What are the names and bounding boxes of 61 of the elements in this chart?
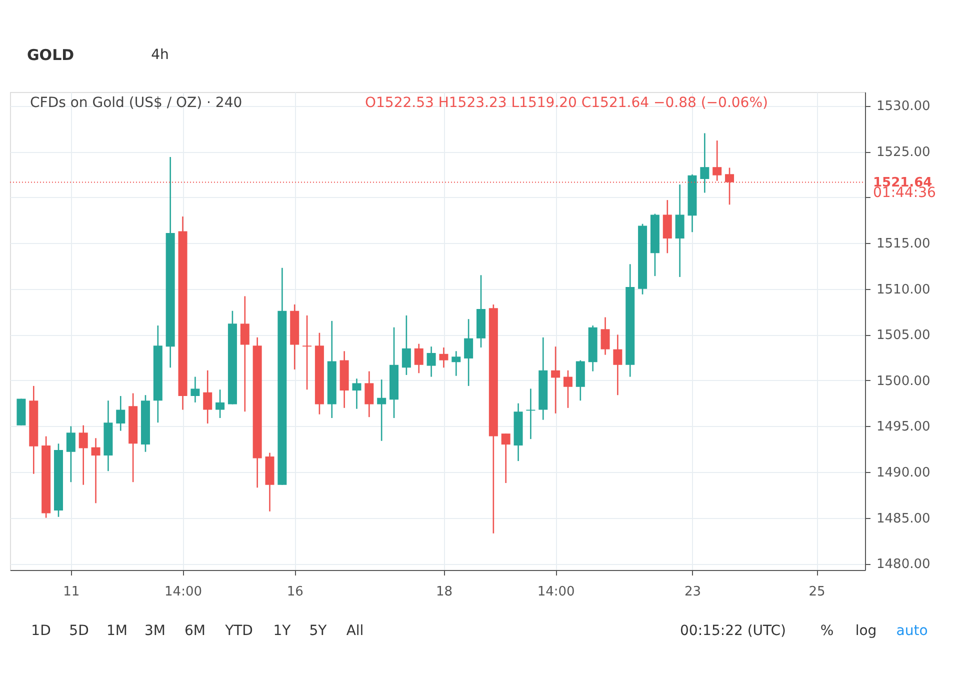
candlestick [364, 370, 374, 418]
x-tick-label: 11 [63, 584, 80, 600]
candlestick [464, 318, 474, 387]
candlestick [700, 132, 710, 194]
text: log [855, 623, 877, 639]
y-tick-label: 1525.00 [876, 145, 930, 160]
chart-title: GOLD [27, 46, 74, 64]
candlestick [240, 296, 250, 412]
x-tick-label: 25 [808, 584, 826, 600]
text: 5D [69, 623, 89, 639]
text: 1M [106, 623, 128, 639]
candlestick [600, 316, 610, 356]
candlestick [402, 314, 411, 376]
y-tick-label: 1480.00 [876, 557, 930, 572]
text: 1D [31, 623, 51, 639]
x-tick-label: 23 [684, 584, 702, 600]
candlestick [675, 184, 684, 278]
text: % [820, 623, 834, 639]
candlestick [501, 432, 510, 484]
candlestick [439, 346, 448, 368]
text: 1Y [273, 623, 292, 639]
y-tick-label: 1515.00 [876, 236, 930, 252]
text: 3M [144, 623, 166, 639]
candlestick [116, 395, 126, 432]
y-tick-label: 1500.00 [876, 374, 930, 389]
candlestick [551, 346, 560, 414]
x-tick-label: 14:00 [164, 584, 202, 600]
candlestick [452, 350, 461, 377]
y-tick-label: 1485.00 [876, 511, 930, 526]
candlestick [613, 334, 622, 396]
text: auto [896, 623, 928, 639]
x-tick-label: 14:00 [537, 584, 575, 600]
candlestick [377, 378, 386, 442]
chart-subtitle: CFDs on Gold (US$ / OZ) · 240 [30, 95, 242, 111]
candlestick [563, 370, 572, 409]
candlestick [662, 199, 672, 254]
y-tick-label: 1490.00 [876, 466, 930, 481]
text: 6M [184, 623, 206, 639]
annotation: O1522.53 H1523.23 L1519.20 C1521.64 −0.88 (−0.06%) [365, 95, 768, 111]
text: 4h [151, 47, 169, 63]
candlestick [78, 424, 88, 486]
candlestick [302, 314, 312, 390]
x-tick-label: 16 [286, 584, 304, 600]
text: 00:15:22 (UTC) [680, 623, 786, 639]
candlestick [66, 426, 76, 483]
y-tick-label: 1530.00 [876, 99, 930, 114]
candlestick [203, 370, 212, 424]
candlestick [216, 388, 225, 419]
y-tick-label: 1495.00 [876, 420, 930, 435]
text: All [346, 623, 364, 639]
text: 5Y [309, 623, 328, 639]
y-tick-label: 1505.00 [876, 328, 930, 344]
candlestick [91, 437, 100, 504]
candlestick [414, 343, 424, 374]
x-tick-label: 18 [436, 584, 452, 600]
candlestick [426, 346, 436, 378]
candlestick [352, 378, 362, 410]
y-tick-label: 1510.00 [876, 282, 930, 298]
text: YTD [224, 623, 253, 639]
candlestick [712, 140, 722, 182]
candlestick [190, 376, 200, 404]
